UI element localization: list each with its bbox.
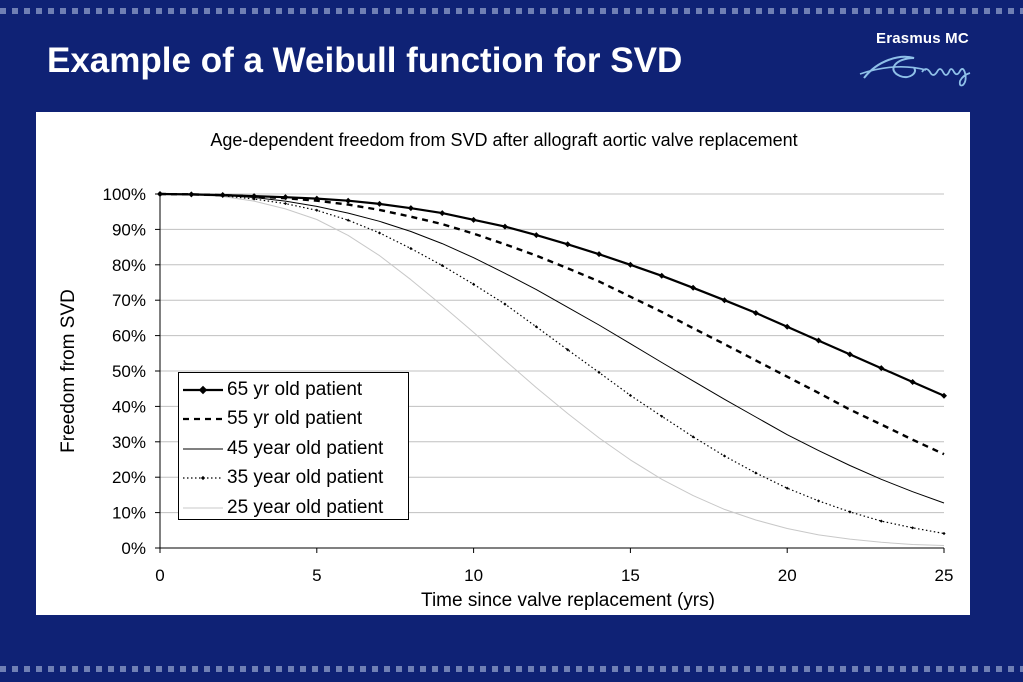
x-axis-label: Time since valve replacement (yrs)	[421, 590, 715, 611]
y-tick-label: 10%	[112, 504, 146, 523]
data-point	[346, 218, 350, 222]
data-point	[879, 519, 883, 523]
data-point	[251, 193, 258, 200]
data-point	[439, 210, 446, 217]
data-point	[157, 191, 163, 197]
legend-label: 55 yr old patient	[227, 408, 363, 430]
data-point	[597, 370, 601, 375]
legend-swatch-65	[183, 385, 223, 394]
legend-item: 25 year old patient	[179, 493, 408, 523]
chart-title: Age-dependent freedom from SVD after all…	[210, 130, 797, 150]
data-point	[784, 323, 791, 330]
data-point	[878, 365, 885, 372]
data-point	[409, 246, 413, 251]
data-point	[188, 191, 195, 198]
bottom-dotted-border	[0, 666, 1023, 672]
legend-item: 55 yr old patient	[179, 405, 408, 435]
erasmus-mc-logo: Erasmus MC	[856, 28, 1001, 88]
legend-swatch-35	[183, 476, 223, 481]
data-point	[660, 414, 664, 418]
y-tick-label: 50%	[112, 362, 146, 381]
y-tick-label: 90%	[112, 220, 146, 239]
legend-label: 25 year old patient	[227, 496, 384, 518]
data-point	[533, 232, 540, 239]
y-tick-label: 40%	[112, 397, 146, 416]
data-point	[816, 499, 821, 503]
y-tick-label: 100%	[103, 185, 146, 204]
data-point	[628, 393, 632, 398]
chart-panel: Age-dependent freedom from SVD after all…	[36, 112, 970, 615]
data-point	[345, 197, 352, 204]
legend-swatch-45	[183, 448, 223, 450]
y-tick-label: 30%	[112, 433, 146, 452]
chart-legend: 65 yr old patient 55 yr old patient 45 y…	[178, 372, 409, 520]
slide-title: Example of a Weibull function for SVD	[47, 41, 683, 80]
data-point	[534, 325, 538, 329]
top-dotted-border	[0, 8, 1023, 14]
series-line	[159, 192, 945, 456]
data-point	[785, 486, 789, 490]
data-point	[503, 302, 507, 306]
data-point	[815, 337, 822, 344]
data-point	[407, 205, 414, 212]
logo-text: Erasmus MC	[876, 30, 969, 47]
data-point	[219, 192, 226, 199]
data-point	[470, 216, 477, 223]
data-point	[754, 471, 758, 475]
x-tick-label: 5	[312, 566, 321, 585]
data-point	[846, 351, 853, 358]
legend-item: 45 year old patient	[179, 434, 408, 464]
legend-item: 35 year old patient	[179, 464, 408, 494]
data-point	[377, 231, 382, 235]
data-point	[315, 208, 319, 212]
legend-label: 35 year old patient	[227, 467, 384, 489]
legend-label: 65 yr old patient	[227, 378, 363, 400]
y-tick-label: 20%	[112, 468, 146, 487]
data-point	[721, 297, 728, 304]
weibull-chart: Age-dependent freedom from SVD after all…	[58, 130, 954, 611]
y-tick-label: 60%	[112, 327, 146, 346]
data-point	[313, 195, 320, 202]
data-point	[722, 454, 727, 458]
x-tick-label: 0	[155, 566, 164, 585]
x-tick-label: 10	[464, 566, 483, 585]
series-line	[159, 193, 945, 504]
data-point	[627, 261, 634, 268]
x-tick-label: 20	[778, 566, 797, 585]
data-point	[752, 309, 759, 316]
x-tick-label: 25	[935, 566, 954, 585]
series-line	[159, 193, 945, 546]
data-point	[911, 526, 915, 530]
data-point	[283, 201, 288, 206]
data-point	[909, 378, 916, 385]
data-point	[942, 531, 946, 536]
logo-signature-icon	[859, 55, 971, 87]
legend-swatch-55	[183, 418, 223, 421]
y-axis-label: Freedom from SVD	[58, 289, 79, 453]
legend-label: 45 year old patient	[227, 437, 384, 459]
y-tick-label: 0%	[121, 539, 146, 558]
data-point	[658, 272, 665, 279]
data-point	[690, 284, 697, 291]
legend-item: 65 yr old patient	[179, 375, 408, 405]
data-point	[691, 435, 695, 439]
y-tick-label: 80%	[112, 256, 146, 275]
y-tick-label: 70%	[112, 291, 146, 310]
data-point	[376, 200, 383, 207]
data-point	[848, 510, 852, 514]
data-point	[564, 241, 571, 248]
x-tick-label: 15	[621, 566, 640, 585]
series-line	[159, 192, 945, 397]
data-point	[596, 251, 603, 258]
data-point	[440, 263, 444, 268]
data-point	[566, 348, 570, 352]
data-point	[282, 194, 289, 201]
data-point	[472, 282, 476, 286]
data-point	[501, 223, 508, 230]
legend-swatch-25	[183, 507, 223, 509]
data-point	[941, 392, 947, 399]
